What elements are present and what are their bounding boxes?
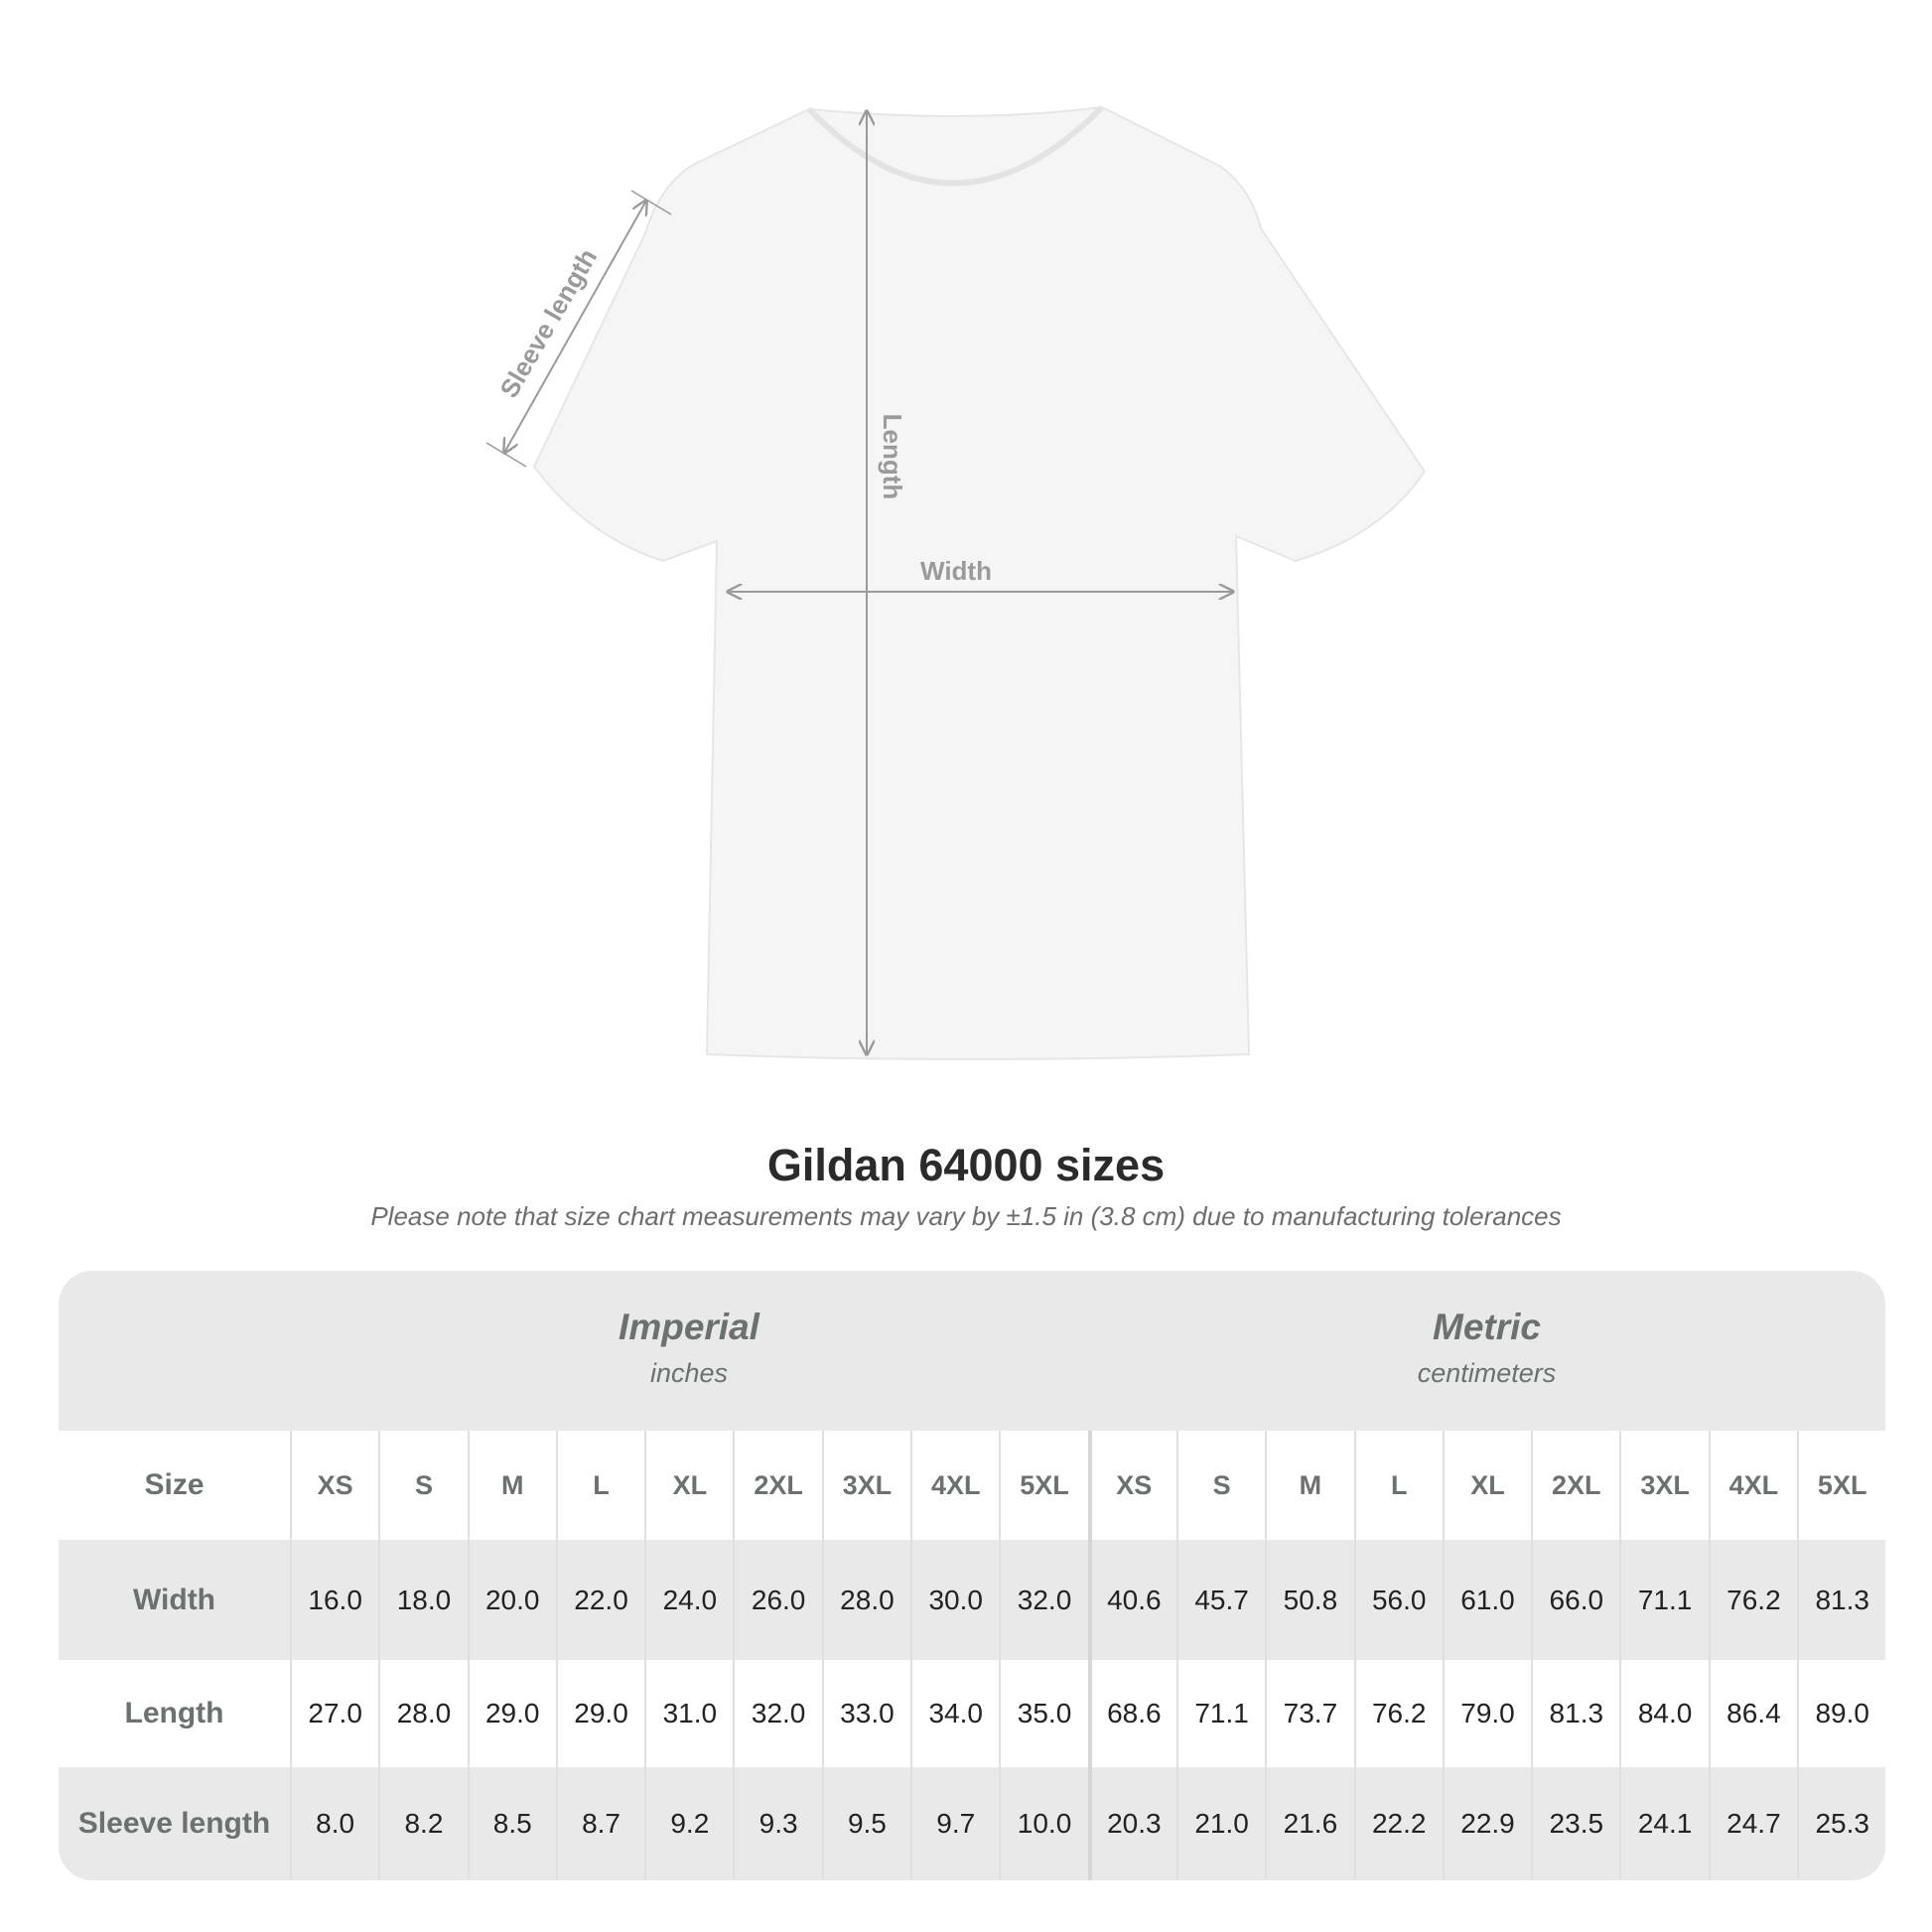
table-cell: 16.0 <box>290 1540 378 1660</box>
table-cell: 8.2 <box>378 1767 467 1880</box>
table-cell: 33.0 <box>821 1660 910 1767</box>
table-cell: 10.0 <box>999 1767 1087 1880</box>
table-cell: 27.0 <box>290 1660 378 1767</box>
table-cell: 56.0 <box>1353 1540 1443 1660</box>
table-cell: 31.0 <box>644 1660 733 1767</box>
table-cell: 21.0 <box>1175 1767 1265 1880</box>
table-cell: 29.0 <box>467 1660 556 1767</box>
page-title: Gildan 64000 sizes <box>766 1140 1166 1190</box>
table-cell: 9.7 <box>910 1767 999 1880</box>
table-cell: 45.7 <box>1175 1540 1265 1660</box>
table-cell: 71.1 <box>1175 1660 1265 1767</box>
size-table: Imperial inches Metric centimeters Size X… <box>59 1271 1885 1880</box>
table-cell: 8.7 <box>555 1767 644 1880</box>
size-header-cell: 3XL <box>1619 1431 1708 1540</box>
size-header-cell: XL <box>644 1431 733 1540</box>
size-header-cell: 3XL <box>821 1431 910 1540</box>
size-header-cell: 5XL <box>999 1431 1087 1540</box>
tshirt-diagram: Sleeve length Length Width <box>485 104 1427 1060</box>
table-cell: 9.5 <box>821 1767 910 1880</box>
table-cell: 23.5 <box>1531 1767 1619 1880</box>
table-cell: 25.3 <box>1797 1767 1885 1880</box>
size-header-cell: S <box>378 1431 467 1540</box>
table-cell: 24.7 <box>1708 1767 1797 1880</box>
size-header-cell: L <box>555 1431 644 1540</box>
tshirt-shape <box>532 105 1427 1060</box>
table-cell: 24.0 <box>644 1540 733 1660</box>
table-cell: 22.2 <box>1353 1767 1443 1880</box>
table-cell: 28.0 <box>821 1540 910 1660</box>
table-cell: 86.4 <box>1708 1660 1797 1767</box>
table-cell: 26.0 <box>733 1540 821 1660</box>
size-header-cell: 2XL <box>1531 1431 1619 1540</box>
sleeve-arrow <box>504 201 646 453</box>
metric-title: Metric <box>1433 1307 1541 1347</box>
metric-unit: centimeters <box>1417 1358 1557 1388</box>
table-cell: 66.0 <box>1531 1540 1619 1660</box>
size-header-cell: 5XL <box>1797 1431 1885 1540</box>
table-cell: 29.0 <box>555 1660 644 1767</box>
table-cell: 18.0 <box>378 1540 467 1660</box>
length-label: Length <box>878 414 907 500</box>
table-cell: 81.3 <box>1531 1660 1619 1767</box>
metric-header: Metric centimeters <box>1088 1271 1885 1431</box>
size-header-cell: XS <box>1087 1431 1176 1540</box>
table-cell: 61.0 <box>1442 1540 1531 1660</box>
size-header-cell: M <box>1265 1431 1353 1540</box>
table-cell: 34.0 <box>910 1660 999 1767</box>
row-label: Length <box>124 1697 224 1729</box>
table-cell: 50.8 <box>1265 1540 1353 1660</box>
table-cell: 9.3 <box>733 1767 821 1880</box>
row-label: Sleeve length <box>77 1807 271 1840</box>
table-cell: 22.0 <box>555 1540 644 1660</box>
table-cell: 20.3 <box>1087 1767 1176 1880</box>
size-header-cell: XL <box>1442 1431 1531 1540</box>
table-cell: 84.0 <box>1619 1660 1708 1767</box>
table-cell: 76.2 <box>1353 1660 1443 1767</box>
table-cell: 40.6 <box>1087 1540 1176 1660</box>
table-row: Sleeve length 8.0 8.2 8.5 8.7 9.2 9.3 9.5 9.7 10.… <box>59 1767 1885 1880</box>
page-subtitle: Please note that size chart measurements… <box>370 1201 1562 1231</box>
table-cell: 30.0 <box>910 1540 999 1660</box>
table-cell: 9.2 <box>644 1767 733 1880</box>
table-cell: 8.0 <box>290 1767 378 1880</box>
table-cell: 76.2 <box>1708 1540 1797 1660</box>
table-cell: 24.1 <box>1619 1767 1708 1880</box>
size-header-cell: XS <box>290 1431 378 1540</box>
row-label: Width <box>132 1583 216 1616</box>
size-header-cell: L <box>1353 1431 1443 1540</box>
size-header-cell: M <box>467 1431 556 1540</box>
table-cell: 89.0 <box>1797 1660 1885 1767</box>
collar <box>806 104 1105 187</box>
table-cell: 79.0 <box>1442 1660 1531 1767</box>
size-header-cell: 4XL <box>910 1431 999 1540</box>
table-cell: 32.0 <box>999 1540 1087 1660</box>
imperial-header: Imperial inches <box>290 1271 1088 1431</box>
table-cell: 81.3 <box>1797 1540 1885 1660</box>
table-cell: 68.6 <box>1087 1660 1176 1767</box>
width-label: Width <box>920 556 992 586</box>
table-cell: 20.0 <box>467 1540 556 1660</box>
table-cell: 71.1 <box>1619 1540 1708 1660</box>
size-header-row: Size XS S M L XL 2XL 3XL 4XL 5XL XS S M L XL 2XL 3XL 4XL 5… <box>59 1431 1885 1540</box>
table-cell: 8.5 <box>467 1767 556 1880</box>
table-row: Width 16.0 18.0 20.0 22.0 24.0 26.0 28.0 30.0 32.… <box>59 1540 1885 1660</box>
table-cell: 32.0 <box>733 1660 821 1767</box>
table-cell: 73.7 <box>1265 1660 1353 1767</box>
size-header-cell: 2XL <box>733 1431 821 1540</box>
row-label: Size <box>144 1468 205 1501</box>
table-row: Length 27.0 28.0 29.0 29.0 31.0 32.0 33.0 34.0 35… <box>59 1660 1885 1767</box>
size-header-cell: S <box>1175 1431 1265 1540</box>
size-header-cell: 4XL <box>1708 1431 1797 1540</box>
table-cell: 22.9 <box>1442 1767 1531 1880</box>
table-cell: 28.0 <box>378 1660 467 1767</box>
table-cell: 21.6 <box>1265 1767 1353 1880</box>
table-cell: 35.0 <box>999 1660 1087 1767</box>
imperial-title: Imperial <box>619 1307 759 1347</box>
imperial-unit: inches <box>649 1358 729 1388</box>
